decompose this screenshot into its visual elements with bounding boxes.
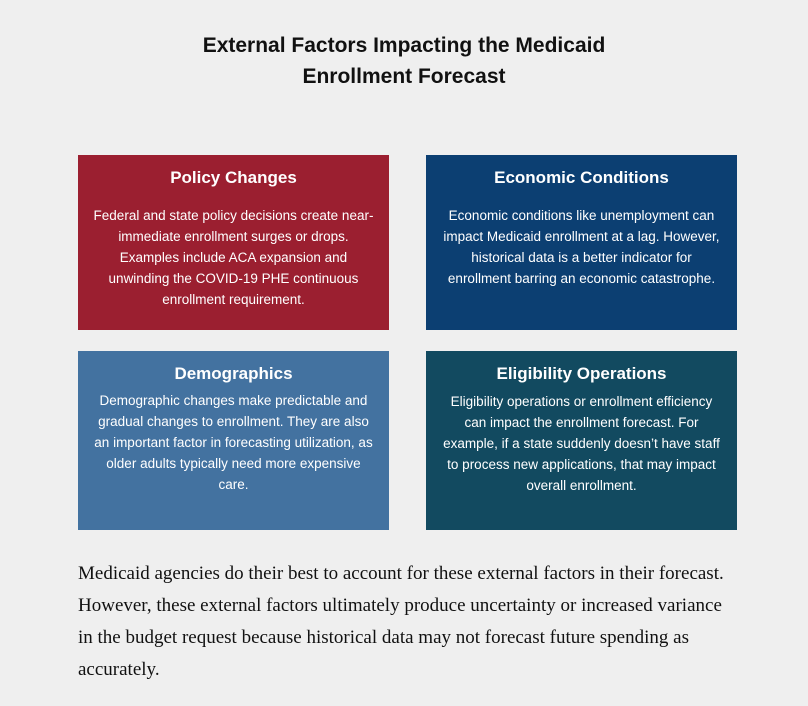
summary-paragraph: Medicaid agencies do their best to accou… (78, 563, 724, 680)
eligibility-operations-card: Eligibility Operations Eligibility opera… (426, 351, 737, 530)
economic-conditions-text: Economic conditions like unemployment ca… (443, 208, 720, 286)
demographics-heading: Demographics (174, 364, 293, 383)
eligibility-operations-heading: Eligibility Operations (496, 364, 667, 383)
economic-conditions-heading: Economic Conditions (494, 168, 669, 187)
eligibility-operations-text: Eligibility operations or enrollment eff… (443, 394, 720, 493)
demographics-text: Demographic changes make predictable and… (94, 393, 373, 492)
policy-changes-card: Policy Changes Federal and state policy … (78, 155, 389, 330)
demographics-card: Demographics Demographic changes make pr… (78, 351, 389, 530)
policy-changes-heading: Policy Changes (170, 168, 297, 187)
economic-conditions-card: Economic Conditions Economic conditions … (426, 155, 737, 330)
page-title-line-2: Enrollment Forecast (302, 65, 506, 88)
page-title-line-1: External Factors Impacting the Medicaid (202, 34, 606, 57)
policy-changes-text: Federal and state policy decisions creat… (93, 208, 374, 307)
page-title: External Factors Impacting the Medicaid … (0, 30, 808, 92)
